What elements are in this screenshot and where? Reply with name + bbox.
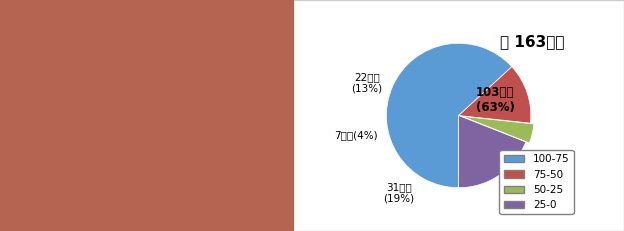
Legend: 100-75, 75-50, 50-25, 25-0: 100-75, 75-50, 50-25, 25-0 [499,150,573,214]
Text: 애 163개소: 애 163개소 [500,34,565,49]
Text: 7개소(4%): 7개소(4%) [334,130,378,140]
Wedge shape [459,67,531,123]
Wedge shape [459,116,526,188]
Text: 103개소
(63%): 103개소 (63%) [475,86,515,114]
Text: 31개소
(19%): 31개소 (19%) [383,182,414,203]
Wedge shape [386,43,512,188]
Wedge shape [462,116,534,143]
Text: 22개소
(13%): 22개소 (13%) [351,72,383,93]
